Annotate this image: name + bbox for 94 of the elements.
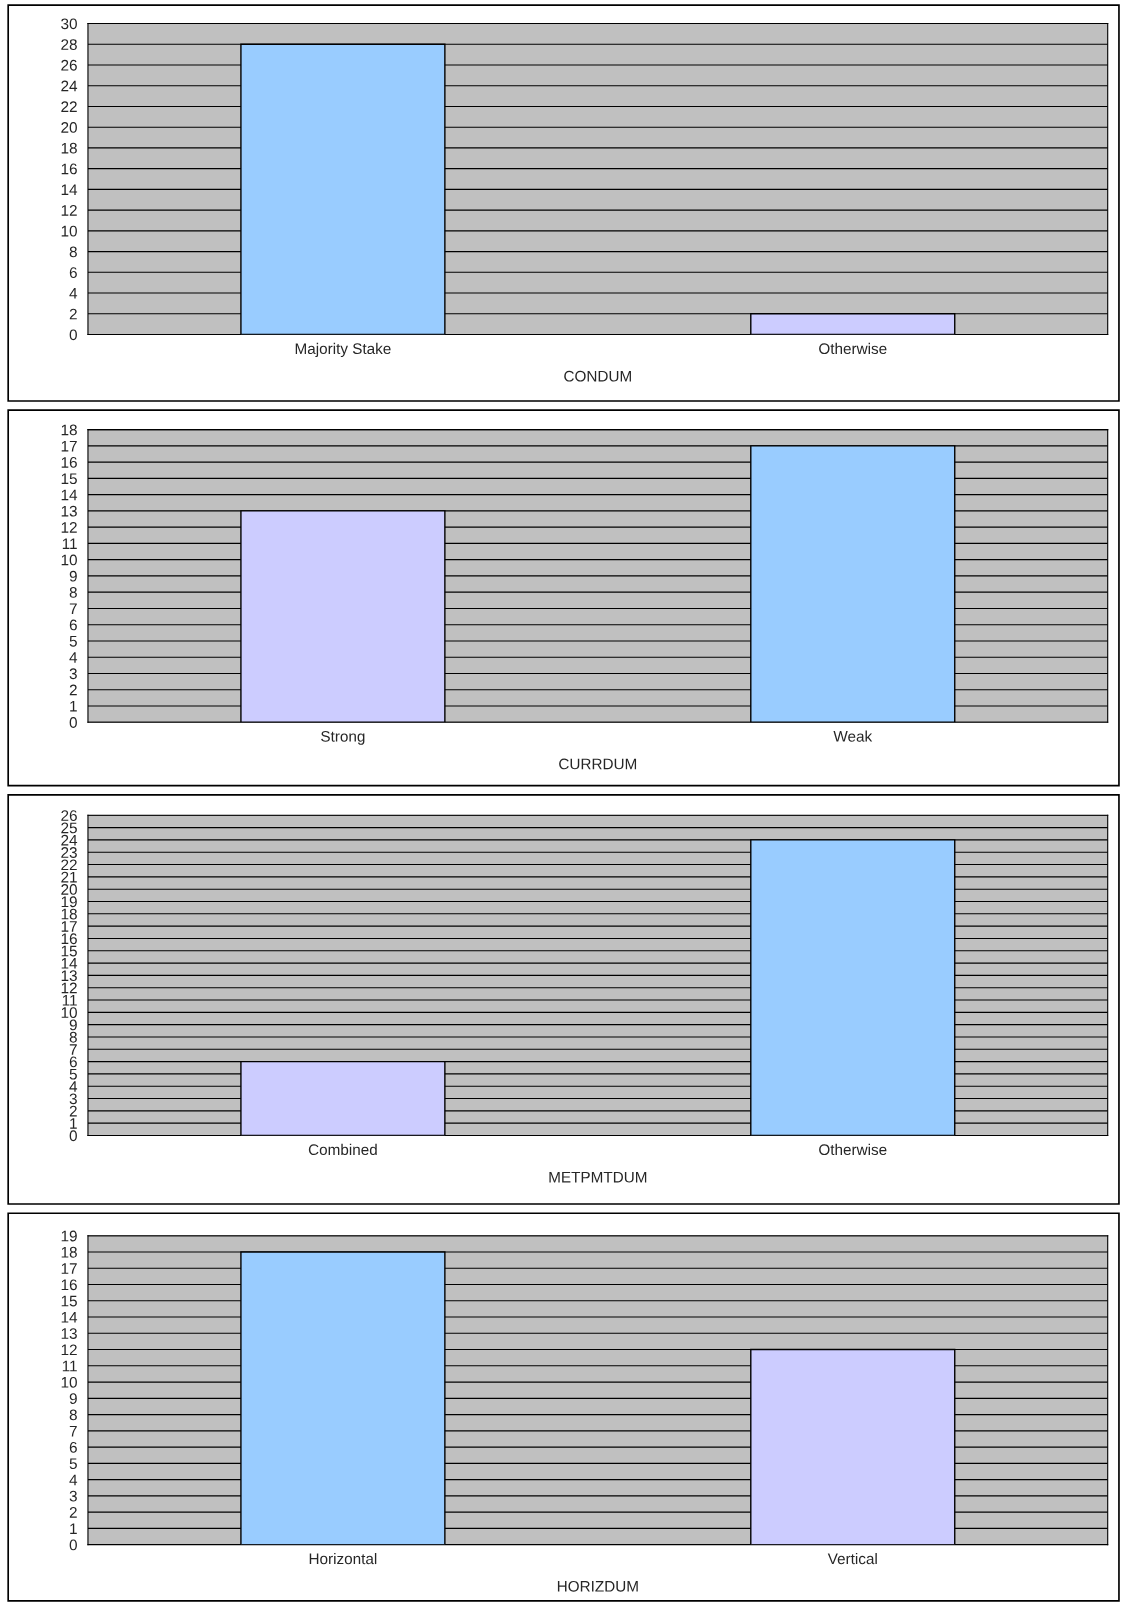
y-tick-label: 14 [61,489,78,501]
y-tick-label: 18 [61,1246,77,1258]
y-tick-label: 3 [69,668,77,680]
y-tick-label: 11 [62,538,77,549]
y-tick-label: 8 [69,1031,77,1043]
y-tick-label: 12 [61,522,77,533]
y-tick-label: 2 [69,684,77,696]
x-axis-title: CONDUM [564,370,631,382]
y-tick-label: 15 [61,1295,77,1307]
y-tick-label: 2 [69,1507,77,1518]
y-tick-label: 11 [62,1360,77,1372]
y-tick-label: 6 [69,267,77,278]
y-tick-label: 16 [61,457,77,468]
x-tick-label: Combined [308,1143,377,1156]
y-tick-label: 21 [61,871,77,883]
y-tick-label: 19 [61,896,77,908]
y-tick-label: 7 [69,1425,77,1437]
y-tick-label: 14 [61,1312,78,1323]
y-tick-label: 26 [61,810,77,821]
y-tick-label: 5 [69,635,77,647]
y-tick-label: 1 [70,1523,77,1534]
y-tick-label: 3 [69,1093,77,1105]
x-tick-label: Otherwise [819,342,887,355]
y-tick-label: 10 [61,1007,77,1019]
y-tick-label: 4 [69,288,78,299]
y-tick-label: 4 [69,652,78,663]
y-tick-label: 7 [69,603,77,614]
y-tick-label: 2 [69,308,77,320]
y-tick-label: 15 [61,945,77,957]
y-tick-label: 1 [70,700,77,712]
x-axis-title: METPMTDUM [549,1171,647,1183]
y-tick-label: 8 [69,587,77,598]
y-tick-label: 19 [61,1230,77,1242]
y-tick-label: 0 [69,1539,77,1551]
y-tick-label: 9 [69,570,77,582]
y-tick-label: 14 [61,958,78,969]
x-axis-title: HORIZDUM [557,1580,638,1592]
y-tick-label: 13 [61,1328,77,1339]
y-tick-label: 10 [61,554,77,566]
x-tick-label: Majority Stake [295,342,391,358]
y-tick-label: 0 [69,717,77,728]
y-tick-label: 22 [61,101,77,112]
y-tick-label: 0 [69,329,77,341]
y-tick-label: 6 [69,619,77,631]
y-tick-label: 0 [69,1130,77,1142]
y-tick-label: 3 [69,1490,77,1502]
x-tick-label: Otherwise [819,1143,887,1156]
y-tick-label: 15 [61,473,77,485]
y-tick-label: 20 [61,884,77,895]
y-tick-label: 18 [61,142,77,154]
y-tick-label: 23 [61,847,77,858]
y-tick-label: 26 [61,59,77,71]
x-tick-label: Weak [833,730,873,742]
y-tick-label: 5 [69,1068,77,1080]
y-tick-label: 5 [69,1458,77,1470]
y-tick-label: 12 [61,1344,77,1356]
y-tick-label: 16 [61,933,77,945]
x-axis-title: CURRDUM [559,758,637,770]
y-tick-label: 24 [61,834,78,846]
x-tick-label: Horizontal [309,1553,377,1565]
y-tick-label: 10 [61,225,77,237]
y-tick-label: 6 [69,1441,77,1453]
y-tick-label: 4 [69,1081,78,1092]
y-tick-label: 13 [61,970,77,982]
y-tick-label: 28 [61,39,77,50]
y-tick-label: 8 [69,1409,77,1421]
y-tick-label: 20 [61,122,77,133]
y-tick-label: 18 [61,424,77,436]
y-tick-label: 16 [61,1279,77,1291]
y-tick-label: 11 [62,995,77,1006]
y-tick-label: 9 [69,1019,77,1031]
y-tick-label: 9 [69,1393,77,1405]
y-tick-label: 6 [69,1056,77,1068]
y-tick-label: 12 [61,204,77,216]
x-tick-label: Vertical [827,1553,877,1565]
y-tick-label: 13 [61,505,77,517]
y-tick-label: 8 [69,246,77,258]
y-tick-label: 17 [61,440,77,452]
y-tick-label: 4 [69,1474,78,1486]
y-tick-label: 22 [61,859,77,871]
y-tick-label: 16 [61,163,77,175]
y-tick-label: 14 [61,184,78,195]
y-tick-label: 10 [61,1376,77,1388]
y-tick-label: 7 [69,1044,77,1055]
y-tick-label: 30 [61,18,77,30]
y-tick-label: 2 [69,1105,77,1117]
y-tick-label: 12 [61,982,77,994]
y-tick-label: 17 [61,1263,77,1274]
y-tick-label: 1 [70,1118,77,1129]
x-tick-label: Strong [321,730,365,745]
y-tick-label: 24 [61,80,78,92]
y-tick-label: 18 [61,908,77,920]
y-tick-label: 17 [61,921,77,932]
y-tick-label: 25 [61,822,77,834]
